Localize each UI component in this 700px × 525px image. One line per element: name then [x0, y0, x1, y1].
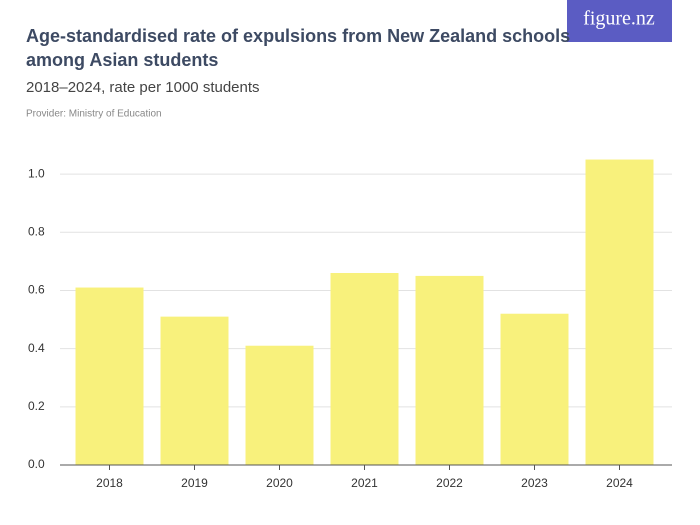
x-tick-label: 2022 [436, 476, 463, 490]
bar [415, 275, 484, 465]
bar [245, 345, 314, 465]
x-tick-label: 2018 [96, 476, 123, 490]
y-tick-label: 0.8 [28, 224, 45, 238]
chart-title: among Asian students [26, 50, 218, 70]
bar [330, 273, 399, 465]
bar [585, 159, 654, 465]
x-tick-label: 2023 [521, 476, 548, 490]
x-tick-label: 2021 [351, 476, 378, 490]
logo: figure.nz [583, 8, 655, 30]
logo-box [567, 0, 672, 42]
y-tick-label: 0.0 [28, 457, 45, 471]
y-tick-label: 1.0 [28, 166, 45, 180]
bar [160, 316, 229, 465]
bar [75, 287, 144, 465]
x-tick-label: 2024 [606, 476, 633, 490]
x-tick-label: 2019 [181, 476, 208, 490]
x-tick-label: 2020 [266, 476, 293, 490]
chart-title: Age-standardised rate of expulsions from… [26, 26, 570, 46]
y-tick-label: 0.6 [28, 283, 45, 297]
y-tick-label: 0.4 [28, 341, 45, 355]
y-tick-label: 0.2 [28, 399, 45, 413]
bar [500, 313, 569, 465]
chart-subtitle: 2018–2024, rate per 1000 students [26, 79, 260, 96]
provider: Provider: Ministry of Education [26, 109, 162, 120]
